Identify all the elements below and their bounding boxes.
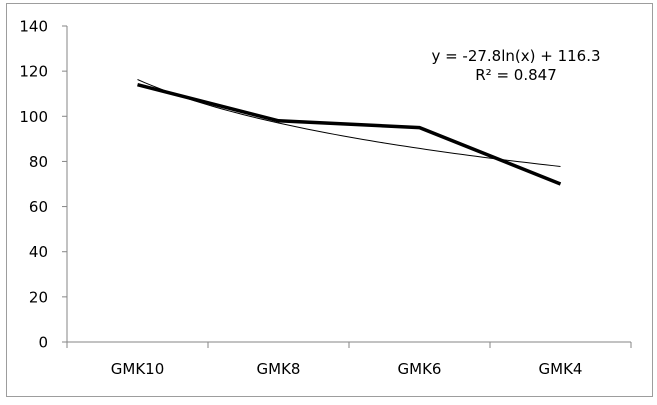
y-axis-tick-label: 60 (29, 198, 48, 216)
trendline-equation: y = -27.8ln(x) + 116.3 (431, 47, 601, 65)
x-axis-category-label: GMK6 (398, 360, 442, 378)
y-axis-tick-label: 80 (29, 153, 48, 171)
trendline-path (137, 79, 561, 167)
x-axis-category-label: GMK8 (257, 360, 301, 378)
trendline-r-squared: R² = 0.847 (475, 66, 557, 84)
y-axis-tick-label: 120 (19, 63, 48, 81)
y-axis-tick-label: 100 (19, 108, 48, 126)
chart-frame (6, 3, 653, 397)
y-axis-tick-label: 0 (38, 334, 48, 352)
y-axis-tick-label: 20 (29, 288, 48, 306)
y-axis-tick-label: 40 (29, 243, 48, 261)
data-series-line (137, 82, 562, 186)
y-axis-tick-label: 140 (19, 18, 48, 36)
trendline-annotation: y = -27.8ln(x) + 116.3 R² = 0.847 (406, 47, 626, 85)
x-axis-category-label: GMK4 (539, 360, 583, 378)
x-axis-category-label: GMK10 (111, 360, 165, 378)
